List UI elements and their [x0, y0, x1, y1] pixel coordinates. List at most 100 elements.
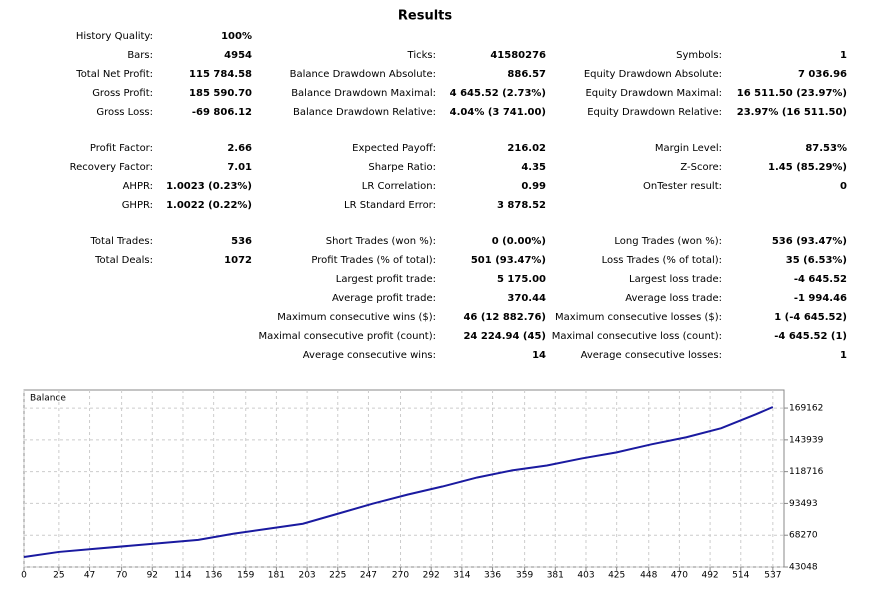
stat-label: Maximum consecutive losses ($): — [555, 312, 722, 323]
stat-label: Symbols: — [676, 50, 722, 61]
stat-value: 4.04% (3 741.00) — [450, 107, 546, 118]
stat-value: 1.45 (85.29%) — [768, 162, 847, 173]
report-title: Results — [398, 9, 452, 24]
stat-label: OnTester result: — [643, 181, 722, 192]
stat-label: Equity Drawdown Maximal: — [585, 88, 722, 99]
stat-label: Average consecutive wins: — [303, 350, 436, 361]
stat-label: Largest loss trade: — [629, 274, 722, 285]
stat-label: Balance Drawdown Maximal: — [291, 88, 436, 99]
stat-label: Profit Trades (% of total): — [311, 255, 436, 266]
stat-label: Gross Loss: — [96, 107, 153, 118]
stat-label: Short Trades (won %): — [326, 236, 436, 247]
stat-label: AHPR: — [123, 181, 153, 192]
stat-label: Ticks: — [407, 50, 436, 61]
stat-value: 7 036.96 — [798, 69, 847, 80]
stat-value: 185 590.70 — [189, 88, 252, 99]
stat-label: Gross Profit: — [92, 88, 153, 99]
x-tick-label: 492 — [701, 571, 718, 581]
stat-value: -4 645.52 (1) — [774, 331, 847, 342]
stat-value: 2.66 — [227, 143, 252, 154]
stat-label: Bars: — [127, 50, 153, 61]
stat-value: 41580276 — [490, 50, 546, 61]
stat-label: Balance Drawdown Relative: — [293, 107, 436, 118]
x-tick-label: 92 — [147, 571, 158, 581]
stat-label: Recovery Factor: — [70, 162, 153, 173]
stat-value: 370.44 — [507, 293, 546, 304]
stat-value: 1 — [840, 350, 847, 361]
stat-value: 1 — [840, 50, 847, 61]
x-tick-label: 225 — [329, 571, 346, 581]
stat-value: 4.35 — [521, 162, 546, 173]
x-tick-label: 359 — [516, 571, 533, 581]
stat-value: 1072 — [224, 255, 252, 266]
stat-value: 7.01 — [227, 162, 252, 173]
stat-label: GHPR: — [122, 200, 153, 211]
stat-label: Total Net Profit: — [75, 69, 153, 80]
balance-line — [23, 406, 774, 558]
x-tick-label: 70 — [116, 571, 128, 581]
stat-value: 501 (93.47%) — [471, 255, 546, 266]
stat-value: 1.0023 (0.23%) — [166, 181, 252, 192]
stat-value: 3 878.52 — [497, 200, 546, 211]
y-tick-label: 43048 — [789, 563, 818, 573]
x-tick-label: 203 — [298, 571, 315, 581]
stat-label: Average profit trade: — [332, 293, 436, 304]
stat-value: 46 (12 882.76) — [463, 312, 546, 323]
stat-value: 0.99 — [521, 181, 546, 192]
stat-value: 1.0022 (0.22%) — [166, 200, 252, 211]
x-tick-label: 470 — [671, 571, 688, 581]
stat-label: Balance Drawdown Absolute: — [290, 69, 436, 80]
x-tick-label: 47 — [84, 571, 95, 581]
plot-frame — [23, 389, 785, 568]
x-tick-label: 537 — [764, 571, 781, 581]
stat-label: Average loss trade: — [625, 293, 722, 304]
x-tick-label: 181 — [268, 571, 285, 581]
x-tick-label: 159 — [237, 571, 254, 581]
chart-title: Balance — [30, 394, 66, 404]
x-tick-label: 314 — [453, 571, 470, 581]
x-tick-label: 114 — [174, 571, 191, 581]
stat-value: 0 (0.00%) — [492, 236, 546, 247]
y-tick-label: 143939 — [789, 435, 824, 445]
stat-label: Total Deals: — [94, 255, 153, 266]
stat-value: 536 (93.47%) — [772, 236, 847, 247]
stat-value: 4954 — [224, 50, 252, 61]
x-tick-label: 448 — [640, 571, 657, 581]
stat-value: 100% — [221, 31, 252, 42]
stat-label: Long Trades (won %): — [614, 236, 722, 247]
x-tick-label: 247 — [360, 571, 377, 581]
stat-value: -69 806.12 — [192, 107, 252, 118]
stat-value: 14 — [532, 350, 546, 361]
x-tick-label: 336 — [484, 571, 501, 581]
x-tick-label: 292 — [423, 571, 440, 581]
stat-value: 5 175.00 — [497, 274, 546, 285]
stat-label: Total Trades: — [90, 236, 154, 247]
y-tick-label: 169162 — [789, 404, 823, 414]
y-tick-label: 68270 — [789, 531, 818, 541]
x-tick-label: 381 — [547, 571, 564, 581]
stat-value: -1 994.46 — [794, 293, 847, 304]
stat-label: Average consecutive losses: — [581, 350, 722, 361]
x-tick-label: 425 — [608, 571, 625, 581]
stat-label: Maximal consecutive profit (count): — [258, 331, 436, 342]
x-tick-label: 403 — [577, 571, 594, 581]
stat-label: Maximal consecutive loss (count): — [552, 331, 722, 342]
stat-value: 1 (-4 645.52) — [774, 312, 847, 323]
stat-value: 35 (6.53%) — [786, 255, 847, 266]
stat-value: 0 — [840, 181, 847, 192]
stat-label: LR Standard Error: — [344, 200, 436, 211]
stat-label: Equity Drawdown Absolute: — [584, 69, 722, 80]
stat-label: Expected Payoff: — [352, 143, 436, 154]
x-tick-label: 514 — [732, 571, 749, 581]
stat-label: Largest profit trade: — [336, 274, 436, 285]
stat-value: 23.97% (16 511.50) — [737, 107, 847, 118]
stat-value: 87.53% — [805, 143, 847, 154]
stat-label: Sharpe Ratio: — [368, 162, 436, 173]
stat-label: LR Correlation: — [362, 181, 436, 192]
x-tick-label: 270 — [392, 571, 409, 581]
y-tick-label: 118716 — [789, 467, 824, 477]
stat-label: Z-Score: — [680, 162, 722, 173]
stat-label: History Quality: — [76, 31, 153, 42]
